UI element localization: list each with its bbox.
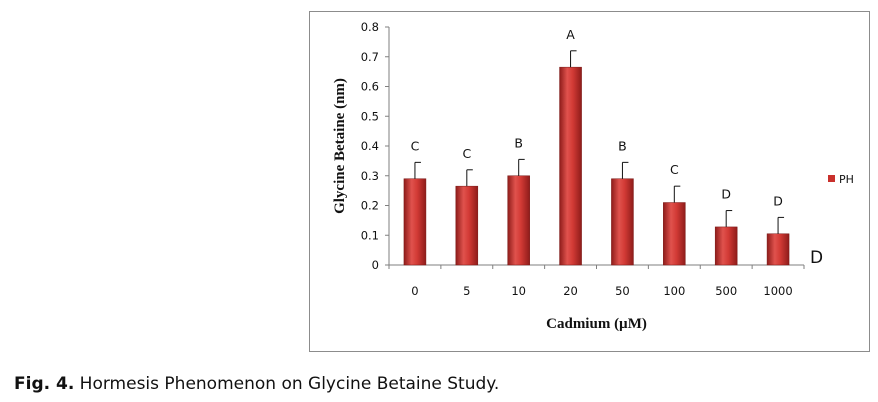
group-letter-label: D [721,187,731,202]
legend-label: PH [839,173,854,186]
bar [611,178,634,266]
y-tick-label: 0.6 [361,80,379,94]
group-letter-label: C [462,146,471,161]
x-tick-label: 100 [663,284,685,298]
x-tick-label: 0 [411,284,418,298]
figure-caption: Fig. 4. Hormesis Phenomenon on Glycine B… [14,374,499,394]
group-letter-label: A [566,27,575,42]
x-tick-label: 500 [715,284,737,298]
bar [403,178,427,266]
y-tick-label: 0.3 [361,169,379,183]
group-letter-label: C [670,162,679,177]
x-tick-label: 20 [563,284,578,298]
figure-number: Fig. 4. [14,374,75,394]
group-letter-label: B [514,135,523,150]
y-tick-label: 0.2 [361,199,379,213]
group-letter-label: D [773,193,783,208]
y-axis-title: Glycine Betaine (nm) [332,78,348,214]
bar [507,175,530,266]
x-tick-label: 50 [615,284,630,298]
y-tick-label: 0.8 [361,20,379,34]
bar [559,66,582,266]
x-axis-title: Cadmium (µM) [546,316,647,332]
bar [663,202,686,266]
legend-swatch [828,175,835,182]
y-tick-label: 0.5 [361,109,379,123]
y-tick-label: 0.4 [361,139,379,153]
y-tick-label: 0.7 [361,50,379,64]
x-tick-label: 5 [463,284,470,298]
y-tick-label: 0 [372,258,379,272]
bar [766,233,790,266]
y-tick-label: 0.1 [361,228,379,242]
group-letter-label: B [618,138,627,153]
annotation-letter: D [810,248,823,268]
bar [455,185,479,266]
bar-chart: 0 0.1 0.2 0.3 0.4 0.5 0.6 0.7 0.8 C 0 C 5 B 10 A 20 B 50 C 1… [332,20,854,332]
x-tick-label: 1000 [763,284,792,298]
figure-caption-text: Hormesis Phenomenon on Glycine Betaine S… [74,374,500,394]
group-letter-label: C [411,138,420,153]
chart-frame: 0 0.1 0.2 0.3 0.4 0.5 0.6 0.7 0.8 C 0 C 5 B 10 A 20 B 50 C 1… [309,11,870,352]
bar [714,226,738,266]
x-tick-label: 10 [511,284,526,298]
